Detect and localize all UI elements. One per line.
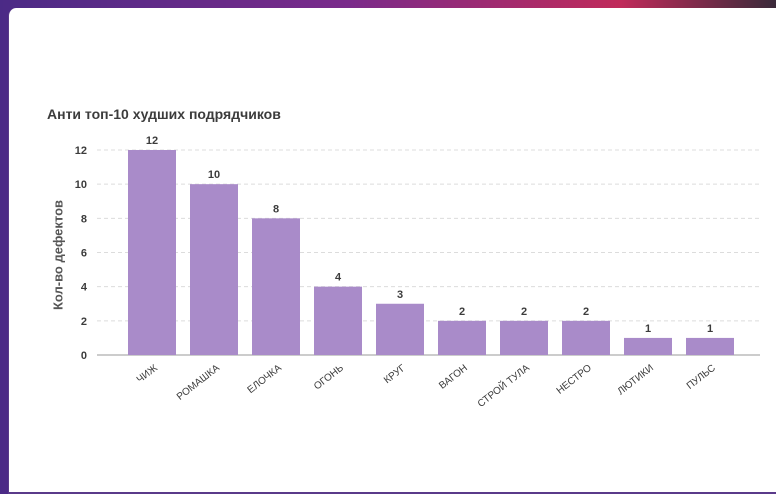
x-tick-labels: ЧИЖ РОМАШКА ЕЛОЧКА ОГОНЬ КРУГ ВАГОН СТРОЙ ТУЛА… [135, 361, 718, 410]
bar [686, 337, 734, 355]
data-label: 2 [521, 306, 527, 318]
bars [128, 150, 734, 355]
y-tick-label: 2 [81, 316, 87, 328]
bar [190, 184, 238, 355]
x-tick-label: ВАГОН [437, 363, 470, 392]
data-label: 4 [335, 272, 342, 284]
x-tick-label: НЕСТРО [555, 363, 594, 397]
y-tick-label: 6 [81, 248, 87, 260]
bar [376, 303, 424, 355]
data-label: 3 [397, 289, 403, 301]
y-tick-label: 4 [81, 282, 88, 294]
bar [128, 150, 176, 355]
y-tick-label: 0 [81, 350, 87, 362]
x-tick-label: ЛЮТИКИ [616, 363, 656, 398]
data-label: 2 [583, 306, 589, 318]
data-label: 10 [208, 169, 220, 181]
bar [500, 320, 548, 355]
data-label: 1 [645, 323, 651, 335]
x-tick-label: КРУГ [382, 362, 408, 386]
x-tick-label: РОМАШКА [175, 362, 222, 402]
bar [624, 337, 672, 355]
x-tick-label: СТРОЙ ТУЛА [475, 361, 533, 410]
x-tick-label: ПУЛЬС [685, 363, 718, 392]
x-tick-label: ОГОНЬ [312, 362, 346, 392]
bar [314, 286, 362, 355]
y-tick-label: 12 [75, 145, 87, 157]
bar [562, 320, 610, 355]
data-label: 12 [146, 135, 158, 147]
x-tick-label: ЕЛОЧКА [246, 362, 285, 395]
x-tick-label: ЧИЖ [135, 362, 161, 385]
bar [438, 320, 486, 355]
y-tick-label: 10 [75, 179, 87, 191]
chart-title: Анти топ-10 худших подрядчиков [47, 106, 281, 122]
data-label: 2 [459, 306, 465, 318]
data-labels: 12 10 8 4 3 2 2 2 1 1 [146, 135, 713, 335]
data-label: 8 [273, 203, 279, 215]
y-tick-label: 8 [81, 213, 87, 225]
bar [252, 218, 300, 355]
data-label: 1 [707, 323, 713, 335]
y-tick-labels: 0 2 4 6 8 10 12 [75, 145, 88, 362]
